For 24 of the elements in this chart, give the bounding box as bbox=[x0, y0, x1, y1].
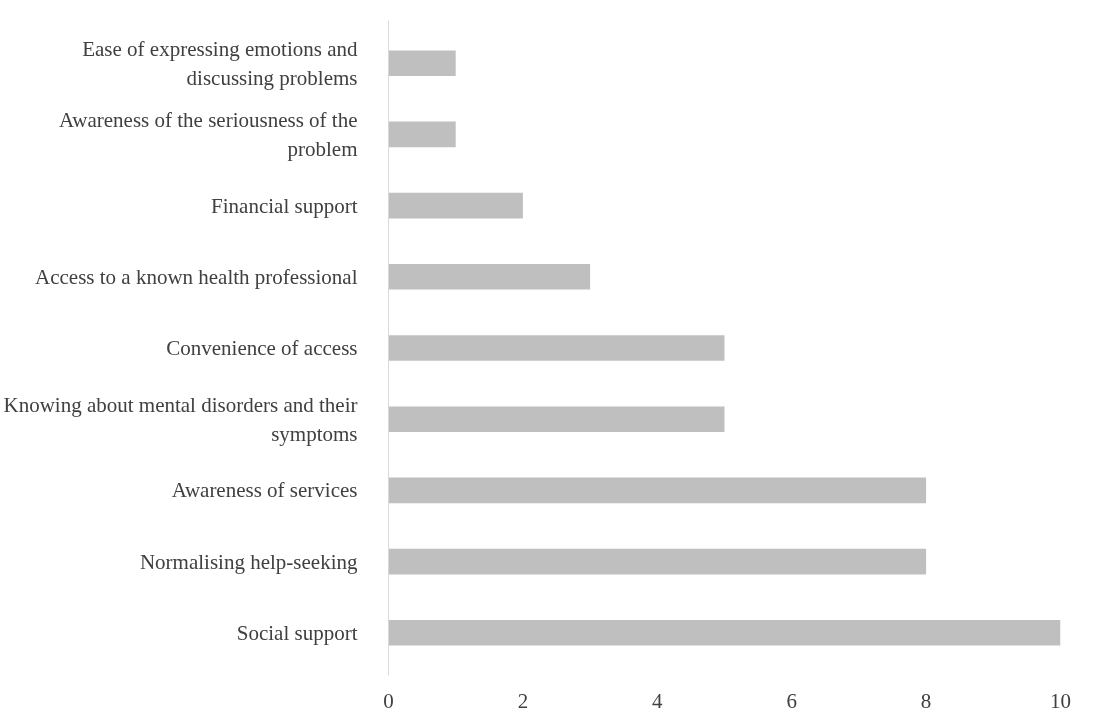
bar bbox=[388, 121, 456, 148]
x-tick-label: 8 bbox=[920, 688, 932, 713]
bar bbox=[388, 406, 725, 433]
x-tick-label: 0 bbox=[383, 688, 394, 713]
x-tick-label: 2 bbox=[517, 688, 529, 713]
y-tick-label: Financial support bbox=[211, 193, 358, 218]
x-tick-label: 10 bbox=[1050, 688, 1071, 713]
bar bbox=[388, 477, 927, 504]
bar bbox=[388, 548, 927, 575]
y-tick-label: Convenience of access bbox=[166, 336, 358, 360]
y-tick-label: Awareness of the seriousness of the problem bbox=[59, 108, 358, 161]
bar bbox=[388, 192, 523, 219]
bar bbox=[388, 335, 725, 361]
x-tick-label: 4 bbox=[652, 688, 664, 713]
y-tick-label: Awareness of services bbox=[171, 478, 358, 503]
y-tick-label: Knowing about mental disorders and their symptoms bbox=[3, 392, 358, 446]
y-tick-label: Ease of expressing emotions and discussing problems bbox=[82, 36, 358, 90]
x-tick-label: 6 bbox=[786, 688, 797, 713]
bar bbox=[388, 263, 591, 290]
bar bbox=[388, 50, 456, 77]
y-tick-label: Social support bbox=[236, 620, 358, 645]
bar bbox=[388, 619, 1061, 646]
y-tick-label: Normalising help-seeking bbox=[139, 549, 358, 574]
y-tick-label: Access to a known health professional bbox=[35, 264, 358, 289]
